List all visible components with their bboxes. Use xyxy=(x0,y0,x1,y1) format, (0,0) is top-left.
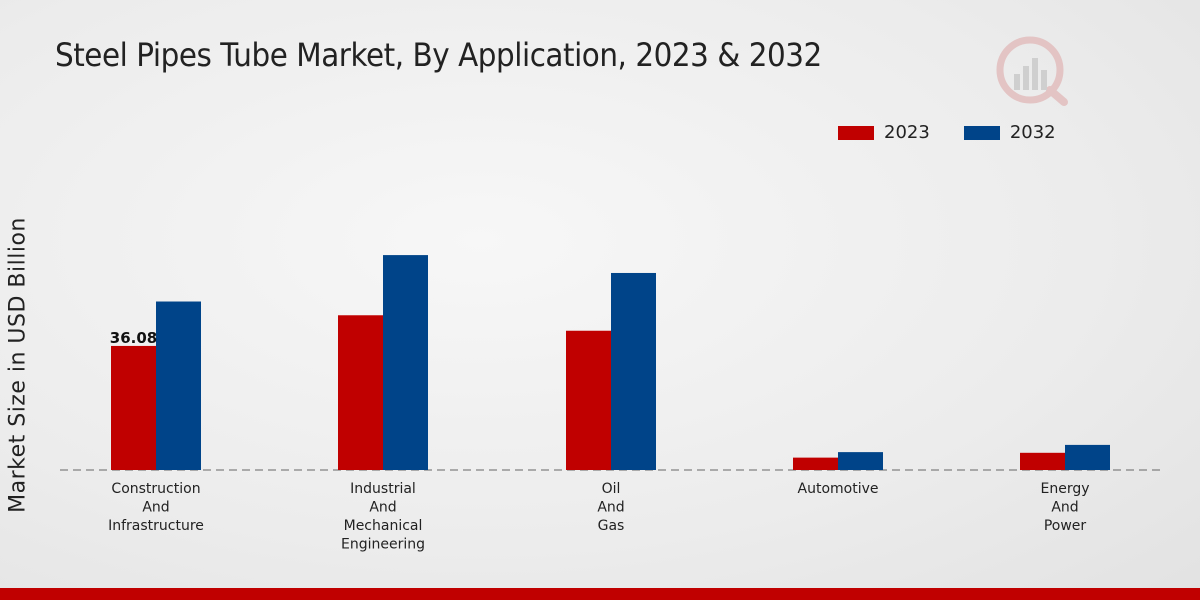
bar-2023-2[interactable] xyxy=(566,330,611,470)
bar-2023-1[interactable] xyxy=(338,315,383,470)
legend-label-2032: 2032 xyxy=(1009,122,1056,143)
x-tick-label: Engineering xyxy=(341,537,425,553)
bar-2032-3[interactable] xyxy=(838,452,883,470)
x-tick-label: Infrastructure xyxy=(108,518,204,534)
legend-item-2032[interactable]: 2032 xyxy=(963,122,1056,143)
x-tick-label: Construction xyxy=(111,481,200,497)
footer-bar xyxy=(0,588,1200,600)
x-tick-label: And xyxy=(142,500,169,516)
legend-item-2023[interactable]: 2023 xyxy=(838,122,930,143)
data-label: 36.08 xyxy=(110,329,157,347)
x-tick-label: Mechanical xyxy=(344,518,423,534)
bar-2032-4[interactable] xyxy=(1065,444,1110,470)
bar-2032-2[interactable] xyxy=(611,272,656,470)
bar-2023-3[interactable] xyxy=(793,457,838,470)
x-tick-label: Automotive xyxy=(798,481,879,497)
chart-title: Steel Pipes Tube Market, By Application,… xyxy=(55,36,822,74)
brand-logo-icon xyxy=(996,36,1068,106)
bar-2032-1[interactable] xyxy=(383,255,428,470)
bar-2032-0[interactable] xyxy=(156,301,201,470)
x-tick-label: Oil xyxy=(602,481,621,497)
x-tick-label: Power xyxy=(1044,518,1087,534)
legend-swatch-2032 xyxy=(963,125,1000,140)
legend-label-2023: 2023 xyxy=(884,122,930,143)
x-tick-label: Energy xyxy=(1040,481,1089,497)
x-tick-label: Industrial xyxy=(350,481,416,497)
x-tick-label: And xyxy=(1051,500,1078,516)
bar-2023-4[interactable] xyxy=(1020,452,1065,470)
bar-2023-0[interactable] xyxy=(111,345,156,470)
x-tick-label: And xyxy=(369,500,396,516)
chart-legend: 2023 2032 xyxy=(838,122,1056,143)
x-tick-label: And xyxy=(597,500,624,516)
legend-swatch-2023 xyxy=(838,125,874,140)
x-tick-label: Gas xyxy=(598,518,625,534)
